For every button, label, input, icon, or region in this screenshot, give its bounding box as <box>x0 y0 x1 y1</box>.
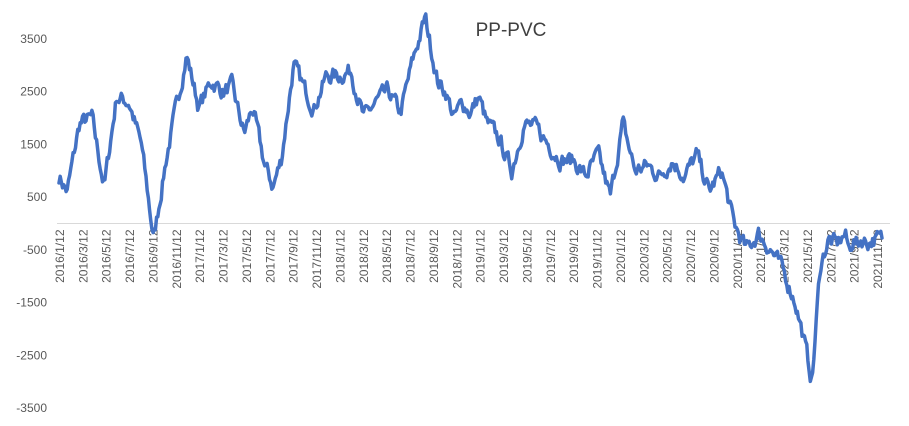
x-tick-label: 2016/7/12 <box>123 229 137 283</box>
x-tick-label: 2016/5/12 <box>100 229 114 283</box>
x-tick-label: 2017/7/12 <box>263 229 277 283</box>
x-tick-label: 2019/11/12 <box>591 229 605 288</box>
x-tick-label: 2019/9/12 <box>567 229 581 283</box>
y-tick-label: -500 <box>23 243 47 257</box>
chart-title: PP-PVC <box>476 20 547 41</box>
x-tick-label: 2020/9/12 <box>707 229 721 283</box>
x-tick-label: 2018/11/12 <box>450 229 464 288</box>
y-tick-label: 2500 <box>20 85 47 99</box>
x-tick-label: 2020/7/12 <box>684 229 698 283</box>
x-tick-label: 2018/7/12 <box>404 229 418 283</box>
x-tick-label: 2019/3/12 <box>497 229 511 283</box>
x-tick-label: 2018/9/12 <box>427 229 441 283</box>
x-tick-label: 2017/1/12 <box>193 229 207 283</box>
x-tick-label: 2020/3/12 <box>637 229 651 283</box>
x-tick-label: 2017/5/12 <box>240 229 254 283</box>
y-tick-label: 3500 <box>20 32 47 46</box>
y-axis-ticks: 3500 2500 1500 500 -500 -1500 -2500 -3500 <box>16 32 47 415</box>
x-tick-label: 2021/5/12 <box>801 229 815 283</box>
chart-area: 3500 2500 1500 500 -500 -1500 -2500 -3500 2016/… <box>0 0 909 421</box>
x-tick-label: 2016/3/12 <box>76 229 90 283</box>
x-tick-label: 2016/9/12 <box>146 229 160 283</box>
y-tick-label: 1500 <box>20 137 47 151</box>
y-tick-label: -1500 <box>16 296 47 310</box>
x-tick-label: 2018/3/12 <box>357 229 371 283</box>
x-tick-label: 2019/7/12 <box>544 229 558 283</box>
x-tick-label: 2019/5/12 <box>520 229 534 283</box>
y-tick-label: -2500 <box>16 348 47 362</box>
x-tick-label: 2017/11/12 <box>310 229 324 288</box>
x-tick-label: 2017/3/12 <box>217 229 231 283</box>
x-tick-label: 2020/1/12 <box>614 229 628 283</box>
x-tick-label: 2020/5/12 <box>661 229 675 283</box>
x-tick-label: 2016/1/12 <box>53 229 67 283</box>
x-tick-label: 2019/1/12 <box>474 229 488 283</box>
x-tick-label: 2017/9/12 <box>287 229 301 283</box>
y-tick-label: -3500 <box>16 401 47 415</box>
x-tick-label: 2018/1/12 <box>333 229 347 283</box>
x-tick-label: 2016/11/12 <box>170 229 184 288</box>
x-tick-label: 2018/5/12 <box>380 229 394 283</box>
line-chart: 3500 2500 1500 500 -500 -1500 -2500 -3500 2016/… <box>0 0 909 421</box>
y-tick-label: 500 <box>27 190 47 204</box>
series-line-pp-pvc <box>59 14 882 381</box>
